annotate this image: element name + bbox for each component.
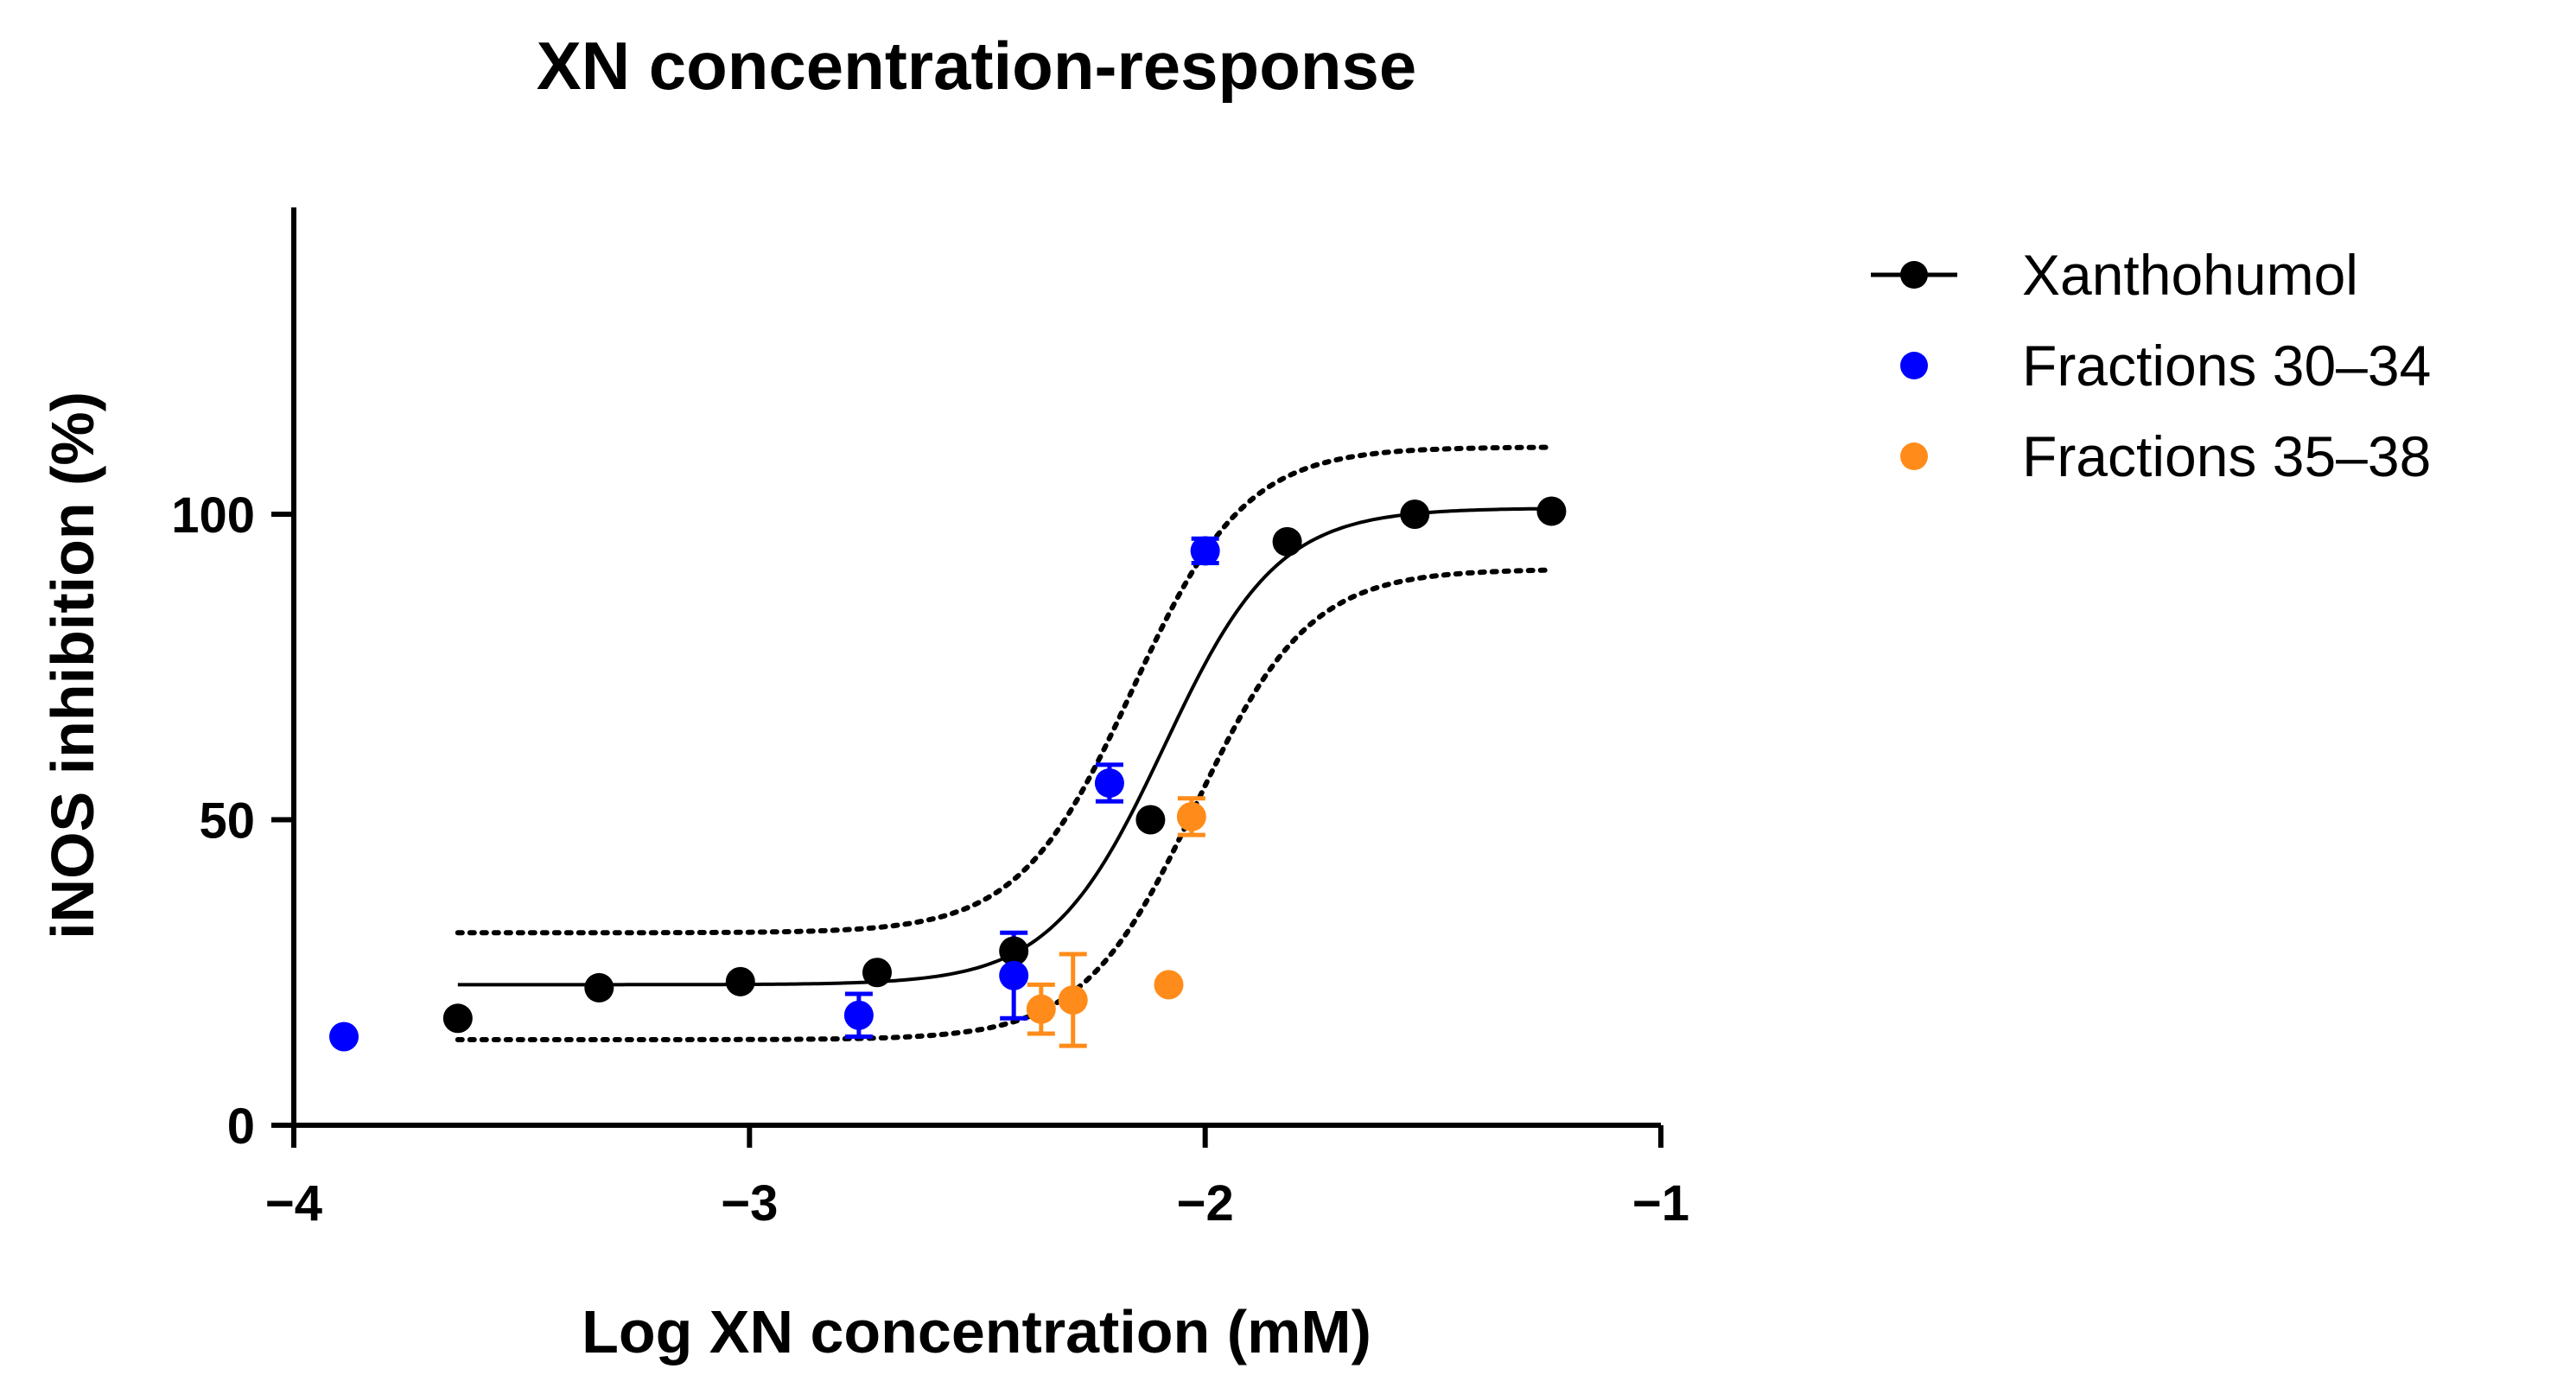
- y-tick-label: 100: [171, 487, 255, 544]
- x-tick-label: −3: [721, 1175, 778, 1232]
- data-points: [329, 496, 1567, 1052]
- data-point-series-0: [1536, 496, 1567, 526]
- chart-title: XN concentration-response: [537, 28, 1417, 104]
- data-point-series-0: [1135, 805, 1166, 835]
- fit-curve-layer: [457, 506, 1552, 987]
- x-tick-label: −4: [265, 1175, 322, 1232]
- fit-curve: [457, 506, 1552, 987]
- legend-label-xanthohumol: Xanthohumol: [2022, 243, 2358, 307]
- data-point-series-2: [1026, 994, 1056, 1024]
- data-point-series-0: [584, 972, 614, 1003]
- data-point-series-2: [1058, 985, 1088, 1015]
- y-tick-label: 0: [227, 1098, 255, 1155]
- confidence-band-upper: [455, 444, 1555, 936]
- x-axis-title: Log XN concentration (mM): [582, 1298, 1371, 1365]
- x-axis-ticks: −4 −3 −2 −1: [265, 1125, 1689, 1232]
- legend-marker-icon: [1900, 352, 1928, 379]
- data-point-series-1: [1190, 536, 1220, 566]
- data-point-series-0: [862, 958, 892, 988]
- data-point-series-1: [329, 1022, 359, 1052]
- y-tick-label: 50: [199, 793, 255, 850]
- legend: Xanthohumol Fractions 30–34 Fractions 35…: [1871, 243, 2431, 488]
- legend-label-fractions-30-34: Fractions 30–34: [2022, 334, 2431, 398]
- data-point-series-0: [442, 1003, 473, 1034]
- legend-label-fractions-35-38: Fractions 35–38: [2022, 424, 2431, 488]
- data-point-series-1: [843, 1000, 874, 1030]
- data-point-series-0: [1272, 526, 1302, 557]
- y-axis-ticks: 0 50 100: [171, 487, 294, 1155]
- data-point-series-1: [1094, 768, 1124, 799]
- legend-item-fractions-30-34: Fractions 30–34: [1900, 334, 2431, 398]
- confidence-band: [455, 444, 1555, 1042]
- y-axis-title: iNOS inhibition (%): [39, 391, 106, 939]
- data-point-series-0: [1400, 500, 1430, 529]
- legend-marker-icon: [1900, 442, 1928, 470]
- data-point-series-2: [1154, 970, 1184, 1000]
- legend-item-xanthohumol: Xanthohumol: [1871, 243, 2358, 307]
- data-point-series-2: [1176, 801, 1206, 831]
- data-point-series-1: [999, 960, 1029, 990]
- x-tick-label: −1: [1632, 1175, 1689, 1232]
- error-bars: [844, 536, 1219, 1048]
- data-point-series-0: [725, 966, 755, 996]
- legend-item-fractions-35-38: Fractions 35–38: [1900, 424, 2431, 488]
- data-point-series-0: [999, 936, 1029, 966]
- axes: [291, 207, 1661, 1128]
- legend-marker-icon: [1900, 261, 1928, 289]
- confidence-band-lower: [455, 567, 1555, 1042]
- x-tick-label: −2: [1177, 1175, 1234, 1232]
